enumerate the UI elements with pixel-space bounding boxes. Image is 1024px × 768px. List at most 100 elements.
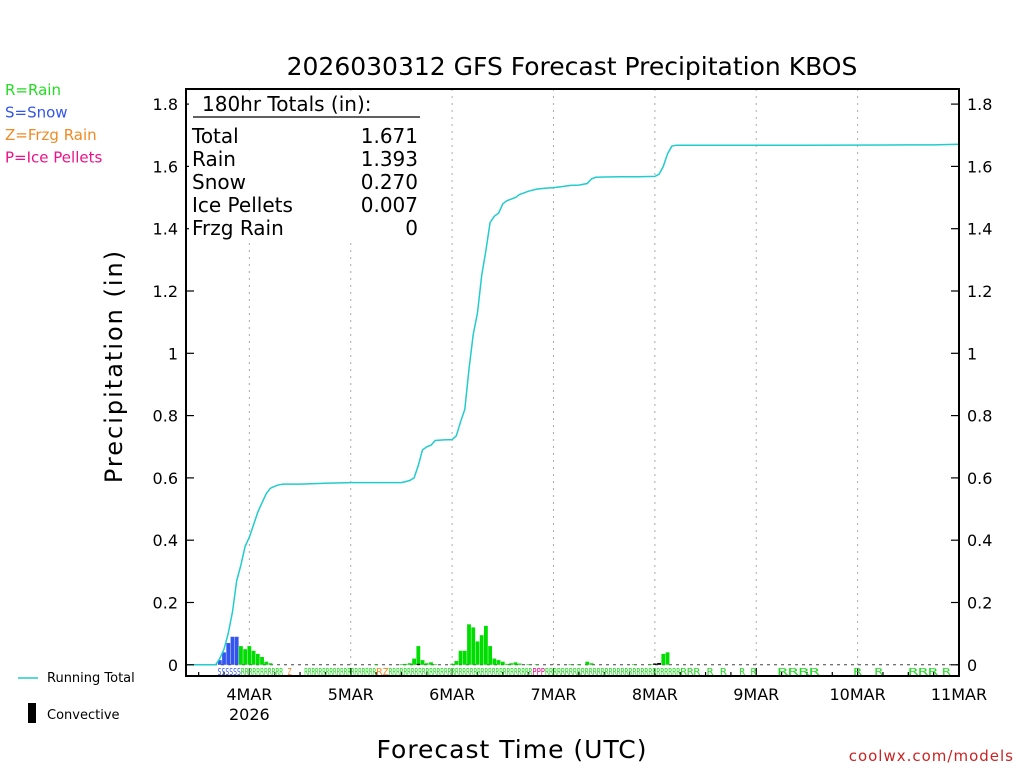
rain-bar [255, 653, 260, 665]
rain-bar [424, 663, 429, 665]
rain-bar [268, 663, 273, 665]
y-tick-label-left: 1.8 [153, 95, 178, 114]
y-tick-label-right: 1 [967, 344, 977, 363]
convective-bar [416, 663, 421, 665]
snow-bar [230, 636, 235, 665]
x-tick-label: 9MAR [733, 685, 779, 704]
rain-bar [450, 663, 455, 665]
x-tick-label: 6MAR [429, 685, 475, 704]
rain-bar [648, 664, 653, 665]
rain-bar [260, 657, 264, 665]
type-strip: SSSSSS RRRRRRRRRRR Z RRRRRRRRRRRRRRRRRRRR RZ… [218, 667, 952, 678]
y-tick-label-left: 0.4 [153, 531, 178, 550]
precip-type-run: RZ [376, 667, 389, 678]
precip-type-run: RRRRRRRRRRRRRRRRRRRRRRRRRRRRRRRRRRRRRRR [389, 667, 533, 678]
rain-bar [484, 625, 488, 665]
rain-bar [454, 661, 459, 665]
y-tick-label-left: 1 [168, 344, 178, 363]
y-tick-label-right: 0.6 [967, 469, 992, 488]
rain-bar [534, 664, 539, 665]
precip-type-legend-item: Z=Frzg Rain [5, 126, 97, 144]
snow-bar [222, 652, 226, 665]
rain-bar [399, 664, 404, 665]
rain-bar [665, 652, 670, 665]
x-tick-label: 5MAR [328, 685, 374, 704]
rain-bar [631, 664, 636, 665]
rain-bar [479, 635, 484, 665]
totals-row-label: Frzg Rain [192, 216, 284, 240]
axes-layer: 0 0 0.2 0.2 0.4 0.4 0.6 0.6 0.8 0.8 1 1 1.2 1.2 1.4 1.4… [153, 95, 993, 724]
running-total-line [186, 143, 960, 666]
series-legend: Running Total Convective [18, 671, 135, 723]
credit-link[interactable]: coolwx.com/models [849, 747, 1014, 765]
y-tick-label-left: 1.2 [153, 282, 178, 301]
snow-bar [226, 642, 231, 665]
y-tick-label-right: 0.8 [967, 407, 992, 426]
y-tick-label-right: 1.4 [967, 220, 992, 239]
plot-frame [185, 88, 960, 677]
rain-bar [433, 664, 438, 665]
bars-layer [217, 624, 670, 665]
type-legend: R=Rain S=Snow Z=Frzg Rain P=Ice Pellets [5, 81, 102, 167]
x-tick-label: 10MAR [830, 685, 886, 704]
rain-bar [403, 663, 408, 665]
y-tick-label-left: 1.6 [153, 157, 178, 176]
precip-type-run: SSSSSS [218, 667, 241, 678]
precip-type-run: R [942, 667, 952, 678]
y-tick-label-right: 1.6 [967, 157, 992, 176]
precip-type-run: PPP [532, 667, 545, 678]
rain-bar [496, 660, 501, 665]
rain-bar [467, 624, 471, 665]
rain-bar [500, 661, 505, 665]
precip-type-run: RRR [908, 667, 939, 678]
y-tick-label-left: 0.8 [153, 407, 178, 426]
x-tick-label: 4MAR [226, 685, 272, 704]
totals-heading: 180hr Totals (in): [202, 92, 372, 116]
totals-row-value: 0.270 [361, 170, 418, 194]
totals-row-label: Rain [192, 147, 236, 171]
grid-layer [186, 89, 959, 676]
rain-bar [661, 653, 666, 665]
precip-type-run: RRRR [777, 667, 821, 678]
x-tick-label: 7MAR [530, 685, 576, 704]
totals-row-label: Snow [192, 170, 246, 194]
rain-bar [492, 658, 497, 665]
rain-bar [420, 660, 425, 665]
totals-row-value: 1.671 [361, 124, 418, 148]
precip-type-run: RRRRRRRRRRRRRRRRRRRR [304, 667, 376, 678]
rain-bar [239, 646, 243, 665]
rain-bar [488, 646, 493, 665]
snow-bar [234, 636, 239, 665]
precip-type-run: R [853, 667, 863, 678]
y-tick-label-left: 0 [168, 656, 178, 675]
totals-row-label: Ice Pellets [192, 193, 293, 217]
rain-bar [407, 663, 412, 665]
rain-bar [243, 649, 248, 665]
totals-box: 180hr Totals (in): Total 1.671 Rain 1.393 Sn… [189, 92, 441, 240]
precip-type-run: R R [739, 667, 757, 678]
convective-bar [657, 662, 661, 665]
precip-type-run: Z [287, 667, 291, 678]
rain-bar [374, 664, 378, 665]
y-tick-label-left: 0.2 [153, 594, 178, 613]
snow-bar [217, 660, 222, 665]
y-axis-title: Precipitation (in) [100, 249, 128, 483]
y-tick-label-right: 0.2 [967, 594, 992, 613]
y-tick-label-left: 0.6 [153, 469, 178, 488]
rain-bar [416, 646, 421, 665]
rain-bar [526, 664, 531, 665]
rain-bar [585, 661, 590, 665]
rain-bar [517, 663, 522, 665]
precip-type-run: RRRRRRRRRRR [241, 667, 284, 678]
y-tick-label-right: 1.8 [967, 95, 992, 114]
rain-bar [471, 627, 476, 665]
rain-bar [568, 664, 573, 665]
convective-legend-label: Convective [47, 708, 120, 723]
precip-type-run: RRRRRRRRRRRRRRRRRRRRRRRRRRRRRRRRRR [545, 667, 681, 678]
x-tick-label: 8MAR [632, 685, 678, 704]
rain-bar [475, 641, 480, 665]
totals-row-value: 0 [405, 216, 418, 240]
rain-bar [462, 650, 467, 665]
precip-type-legend-item: S=Snow [5, 104, 68, 122]
